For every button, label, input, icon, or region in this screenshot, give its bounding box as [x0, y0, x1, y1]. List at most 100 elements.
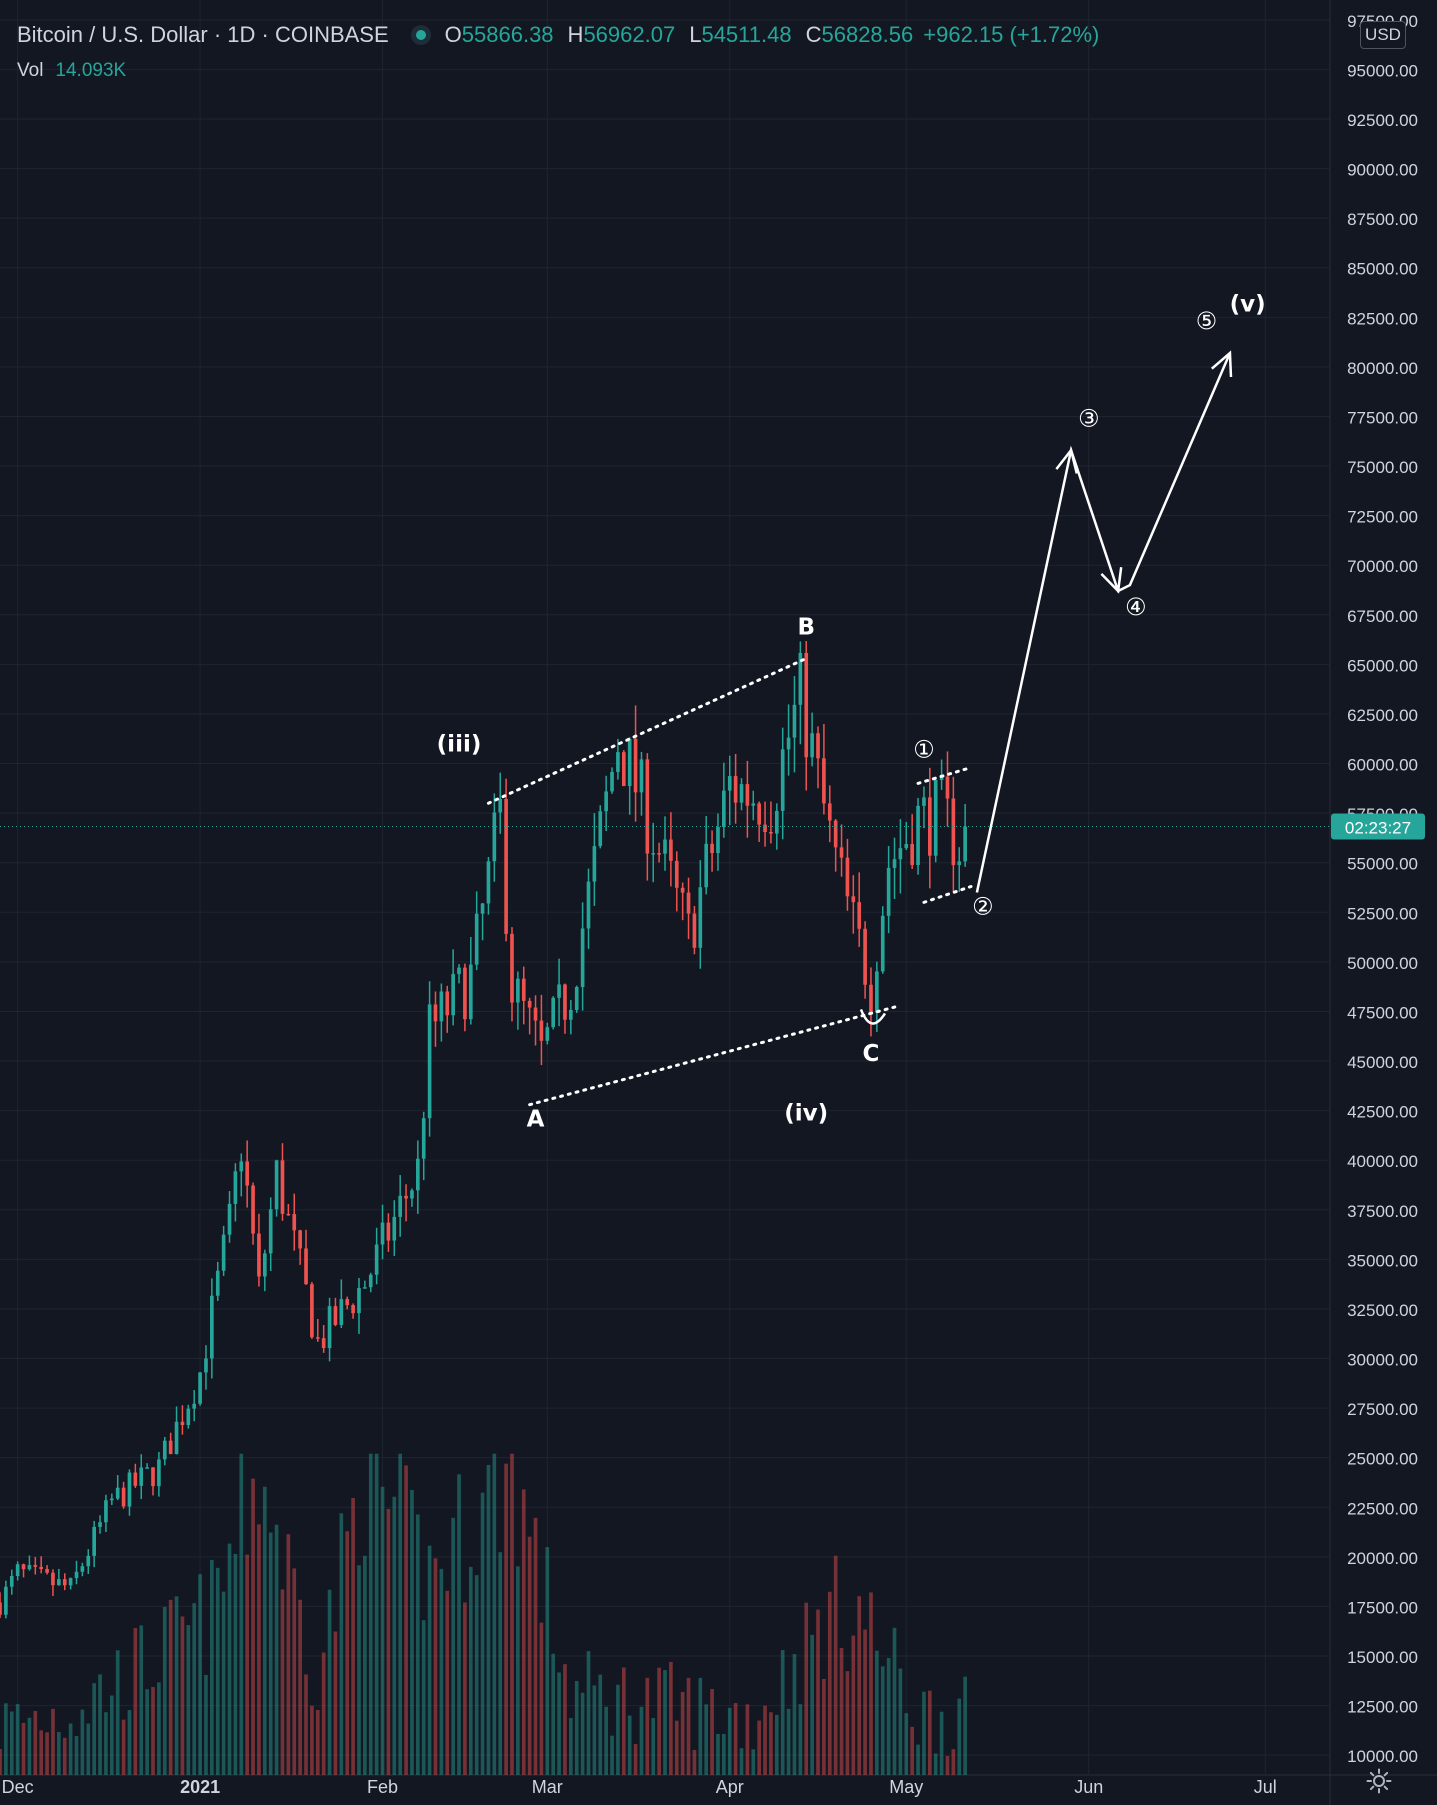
countdown-label: 02:23:27 — [1345, 818, 1411, 837]
volume-bar — [304, 1674, 308, 1775]
trend-dotted-line[interactable] — [528, 1004, 902, 1107]
candle-body — [498, 798, 503, 813]
volume-bar — [745, 1704, 750, 1775]
volume-bar — [186, 1625, 191, 1775]
wave-label: ② — [972, 892, 994, 920]
candle-body — [745, 784, 750, 806]
volume-bar — [704, 1704, 709, 1775]
volume-bar — [951, 1749, 956, 1775]
volume-bar — [604, 1706, 608, 1775]
trend-dotted-line[interactable] — [922, 885, 973, 904]
candle-body — [922, 797, 926, 806]
candle-body — [374, 1244, 379, 1275]
candle-body — [904, 843, 909, 849]
y-tick-label: 85000.00 — [1347, 260, 1418, 279]
volume-bar — [374, 1453, 379, 1775]
candle-body — [492, 812, 497, 862]
x-tick-label: Dec — [2, 1777, 34, 1797]
volume-bar — [580, 1692, 585, 1775]
ohlc-low: L54511.48 — [689, 22, 792, 47]
trend-dotted-line[interactable] — [486, 656, 808, 805]
candle-body — [780, 749, 785, 811]
volume-bar — [804, 1602, 809, 1775]
candle-body — [945, 776, 950, 799]
volume-bar — [239, 1453, 244, 1775]
y-tick-label: 32500.00 — [1347, 1301, 1418, 1320]
candle-body — [616, 752, 620, 772]
x-tick-label: Mar — [532, 1777, 563, 1797]
currency-button[interactable]: USD — [1360, 21, 1406, 49]
candle-body — [121, 1487, 126, 1507]
wave-c-curve — [859, 1008, 887, 1025]
candle-body — [927, 797, 932, 856]
candle-body — [27, 1565, 32, 1570]
volume-bar — [357, 1565, 361, 1775]
volume-bar — [168, 1599, 173, 1775]
y-tick-label: 47500.00 — [1347, 1003, 1418, 1022]
volume-bar — [939, 1711, 944, 1775]
volume-bar — [551, 1653, 556, 1775]
candle-body — [157, 1459, 161, 1487]
y-tick-label: 60000.00 — [1347, 756, 1418, 775]
trend-dotted-line[interactable] — [916, 766, 973, 785]
candle-body — [186, 1408, 191, 1425]
volume-bar — [310, 1705, 314, 1775]
last-price-tag[interactable] — [1331, 813, 1425, 840]
volume-bar — [786, 1708, 791, 1775]
candle-body — [633, 738, 638, 793]
y-tick-label: 35000.00 — [1347, 1251, 1418, 1270]
candle-body — [686, 892, 691, 914]
volume-bar — [674, 1720, 679, 1775]
volume-bar — [68, 1723, 73, 1775]
candle-body — [245, 1161, 249, 1186]
candle-body — [39, 1566, 44, 1569]
candle-body — [151, 1467, 155, 1487]
wave-label: B — [797, 615, 815, 641]
volume-bar — [4, 1703, 8, 1775]
volume-bar — [33, 1711, 38, 1775]
wave-label: ③ — [1078, 404, 1100, 432]
y-tick-label: 20000.00 — [1347, 1549, 1418, 1568]
volume-bar — [27, 1717, 32, 1775]
candle-body — [298, 1230, 302, 1249]
candle-body — [639, 759, 644, 793]
candle-body — [598, 811, 603, 847]
candle-body — [657, 853, 661, 855]
volume-bar — [268, 1532, 273, 1775]
candle-body — [951, 798, 956, 866]
candle-body — [315, 1337, 320, 1339]
volume-bar — [851, 1635, 856, 1775]
volume-bar — [633, 1744, 638, 1775]
candle-body — [74, 1571, 79, 1579]
volume-bar — [845, 1671, 850, 1775]
wave-label: (iv) — [784, 1101, 828, 1127]
volume-bar — [557, 1672, 561, 1775]
candle-body — [304, 1248, 308, 1285]
volume-bar — [527, 1536, 532, 1775]
candle-body — [80, 1566, 85, 1572]
volume-bar — [727, 1707, 732, 1775]
volume-bar — [286, 1534, 291, 1775]
candle-body — [427, 1004, 432, 1119]
candle-body — [645, 759, 650, 854]
volume-bar — [716, 1733, 720, 1775]
volume-bar — [133, 1628, 138, 1775]
x-tick-label: 2021 — [180, 1777, 220, 1797]
volume-bar — [480, 1492, 485, 1775]
y-tick-label: 90000.00 — [1347, 161, 1418, 180]
y-tick-label: 42500.00 — [1347, 1103, 1418, 1122]
candle-body — [516, 978, 520, 1003]
volume-bar — [545, 1547, 550, 1775]
wave-label: ① — [913, 736, 935, 764]
candle-body — [104, 1500, 108, 1523]
volume-bar — [86, 1723, 91, 1775]
candle-body — [769, 831, 773, 834]
candle-body — [474, 913, 479, 965]
gear-icon[interactable] — [1366, 1768, 1392, 1794]
candle-body — [357, 1287, 361, 1314]
candle-body — [363, 1287, 367, 1289]
candle-body — [792, 704, 797, 738]
